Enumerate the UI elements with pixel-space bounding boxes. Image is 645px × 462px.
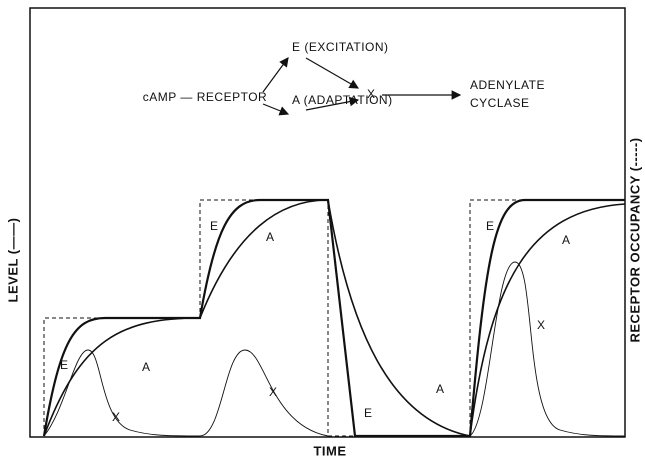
- e-curve: [42, 198, 625, 438]
- a-curve: [43, 199, 626, 437]
- curve-label: A: [562, 233, 571, 247]
- curve-label: X: [112, 410, 121, 424]
- curve-label: E: [60, 358, 69, 372]
- scheme-adaptation: A (ADAPTATION): [292, 93, 393, 107]
- x-axis-label: TIME: [313, 443, 346, 458]
- curve-label: X: [537, 318, 546, 332]
- scheme-target: CYCLASE: [470, 96, 530, 110]
- curve-label: E: [210, 219, 219, 233]
- curve-label: E: [364, 406, 373, 420]
- scheme-arrows: [262, 57, 462, 116]
- scheme-target: ADENYLATE: [470, 78, 545, 92]
- y-axis-label: LEVEL (——): [5, 218, 20, 303]
- x-curve: [43, 261, 626, 437]
- scheme-excitation: E (EXCITATION): [292, 40, 389, 54]
- scheme-x: X: [367, 87, 376, 101]
- curve-label: A: [436, 382, 445, 396]
- y2-axis-label: RECEPTOR OCCUPANCY (-----): [627, 137, 642, 342]
- curve-label: A: [266, 230, 275, 244]
- frame: [29, 7, 626, 438]
- scheme-receptor: cAMP — RECEPTOR: [143, 90, 267, 104]
- curve-label: A: [142, 360, 151, 374]
- curve-label: X: [269, 385, 278, 399]
- curve-labels: E A X E A X E A E A X: [60, 219, 571, 424]
- curve-label: E: [486, 219, 495, 233]
